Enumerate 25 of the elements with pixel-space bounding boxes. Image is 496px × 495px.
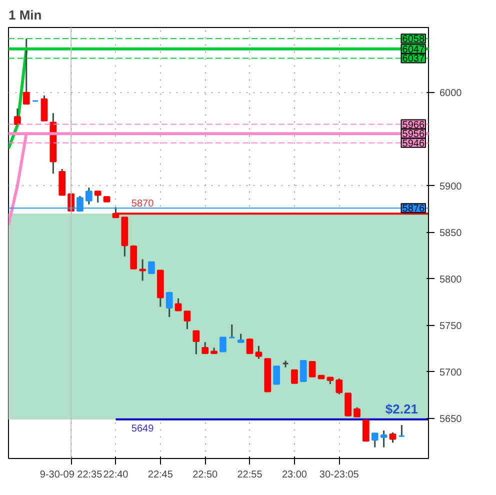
y-tick-label: 5750 (440, 320, 462, 332)
ref-line-label: 5946 (402, 138, 425, 150)
x-tick-label: 22:45 (148, 470, 174, 480)
annotation: 5649 (131, 423, 154, 434)
y-tick-label: 5800 (440, 274, 462, 286)
y-tick-label: 6000 (440, 88, 462, 100)
chart-title: 1 Min (8, 8, 42, 22)
ref-line-label: 5876 (402, 204, 425, 215)
y-tick-label: 5850 (440, 228, 462, 239)
x-tick-label: 22:55 (237, 470, 263, 480)
x-tick-label: 22:40 (103, 470, 129, 480)
ref-line-label: 6047 (402, 44, 425, 56)
y-tick-label: 5650 (440, 414, 462, 425)
ref-line-label: 5966 (402, 120, 425, 131)
x-tick-label: 23:00 (282, 470, 308, 480)
band-label: $2.21 (385, 401, 418, 416)
y-tick-label: 5700 (440, 367, 462, 378)
x-tick-label: 30-23:05 (319, 470, 360, 480)
x-tick-label: 9-30-09 22:35 (40, 470, 103, 480)
ref-line-label: 6037 (402, 54, 425, 65)
x-tick-label: 22:50 (192, 470, 218, 480)
y-tick-label: 5900 (440, 181, 462, 192)
ref-line-label: 5956 (402, 129, 425, 140)
ref-line-label: 6058 (402, 34, 425, 46)
annotation: 5870 (131, 198, 154, 210)
